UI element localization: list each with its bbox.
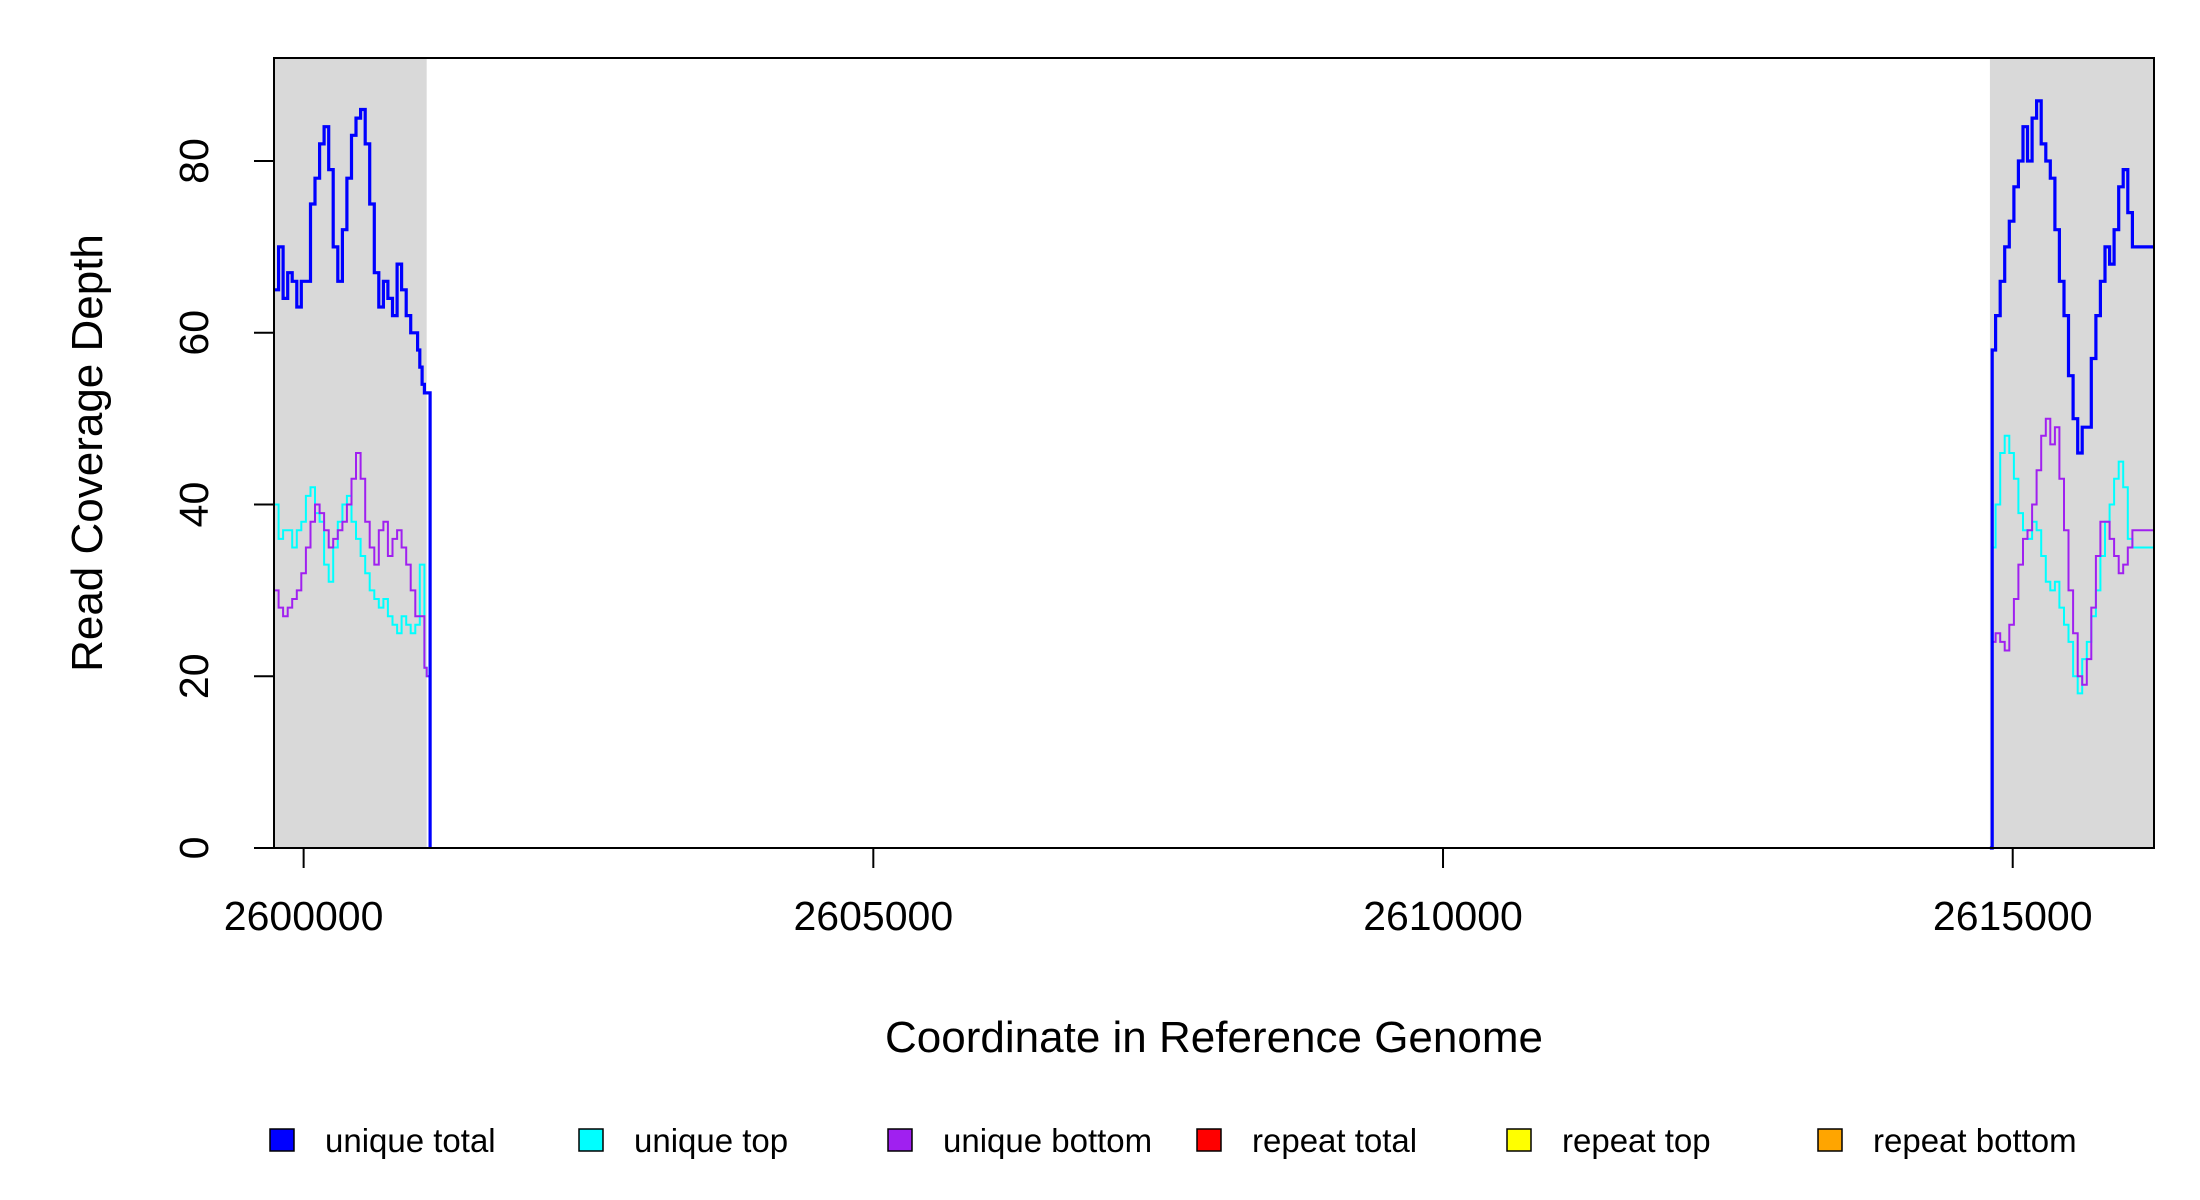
- x-tick-label: 2605000: [794, 893, 954, 939]
- y-tick-label: 80: [171, 138, 217, 184]
- x-tick-label: 2610000: [1363, 893, 1523, 939]
- series-line-unique-top-0: [274, 486, 432, 848]
- legend-label-repeat-bottom: repeat bottom: [1873, 1122, 2077, 1159]
- legend: unique total unique top unique bottom repea…: [269, 1122, 2077, 1159]
- legend-label-repeat-top: repeat top: [1562, 1122, 1711, 1159]
- y-tick-label: 60: [171, 310, 217, 356]
- legend-swatch-unique-top: [578, 1128, 604, 1152]
- legend-label-unique-top: unique top: [634, 1122, 788, 1159]
- plot-frame: [273, 57, 2155, 849]
- legend-label-repeat-total: repeat total: [1252, 1122, 1417, 1159]
- y-tick-label: 40: [171, 482, 217, 528]
- x-axis-title: Coordinate in Reference Genome: [885, 1013, 1543, 1062]
- shaded-region-0: [274, 58, 427, 848]
- y-axis-title: Read Coverage Depth: [63, 234, 112, 672]
- x-tick-label: 2600000: [224, 893, 384, 939]
- legend-label-unique-bottom: unique bottom: [943, 1122, 1152, 1159]
- series-line-unique-bottom-1: [1989, 417, 2154, 849]
- series-line-unique-bottom-0: [274, 452, 432, 848]
- legend-label-unique-total: unique total: [325, 1122, 496, 1159]
- legend-swatch-repeat-top: [1506, 1128, 1532, 1152]
- y-axis: 0 20 40 60 80: [171, 138, 275, 860]
- series-line-unique-total-0: [274, 107, 432, 848]
- legend-swatch-repeat-bottom: [1817, 1128, 1843, 1152]
- series-lines: [274, 99, 2154, 850]
- series-line-unique-top-1: [1989, 434, 2154, 849]
- y-tick-label: 20: [171, 653, 217, 699]
- x-axis: 2600000 2605000 2610000 2615000: [224, 847, 2093, 939]
- legend-swatch-repeat-total: [1196, 1128, 1222, 1152]
- shaded-regions: [274, 58, 2154, 848]
- series-line-unique-total-1: [1989, 99, 2154, 850]
- legend-swatch-unique-total: [269, 1128, 295, 1152]
- x-tick-label: 2615000: [1933, 893, 2093, 939]
- y-tick-label: 0: [171, 837, 217, 860]
- legend-swatch-unique-bottom: [887, 1128, 913, 1152]
